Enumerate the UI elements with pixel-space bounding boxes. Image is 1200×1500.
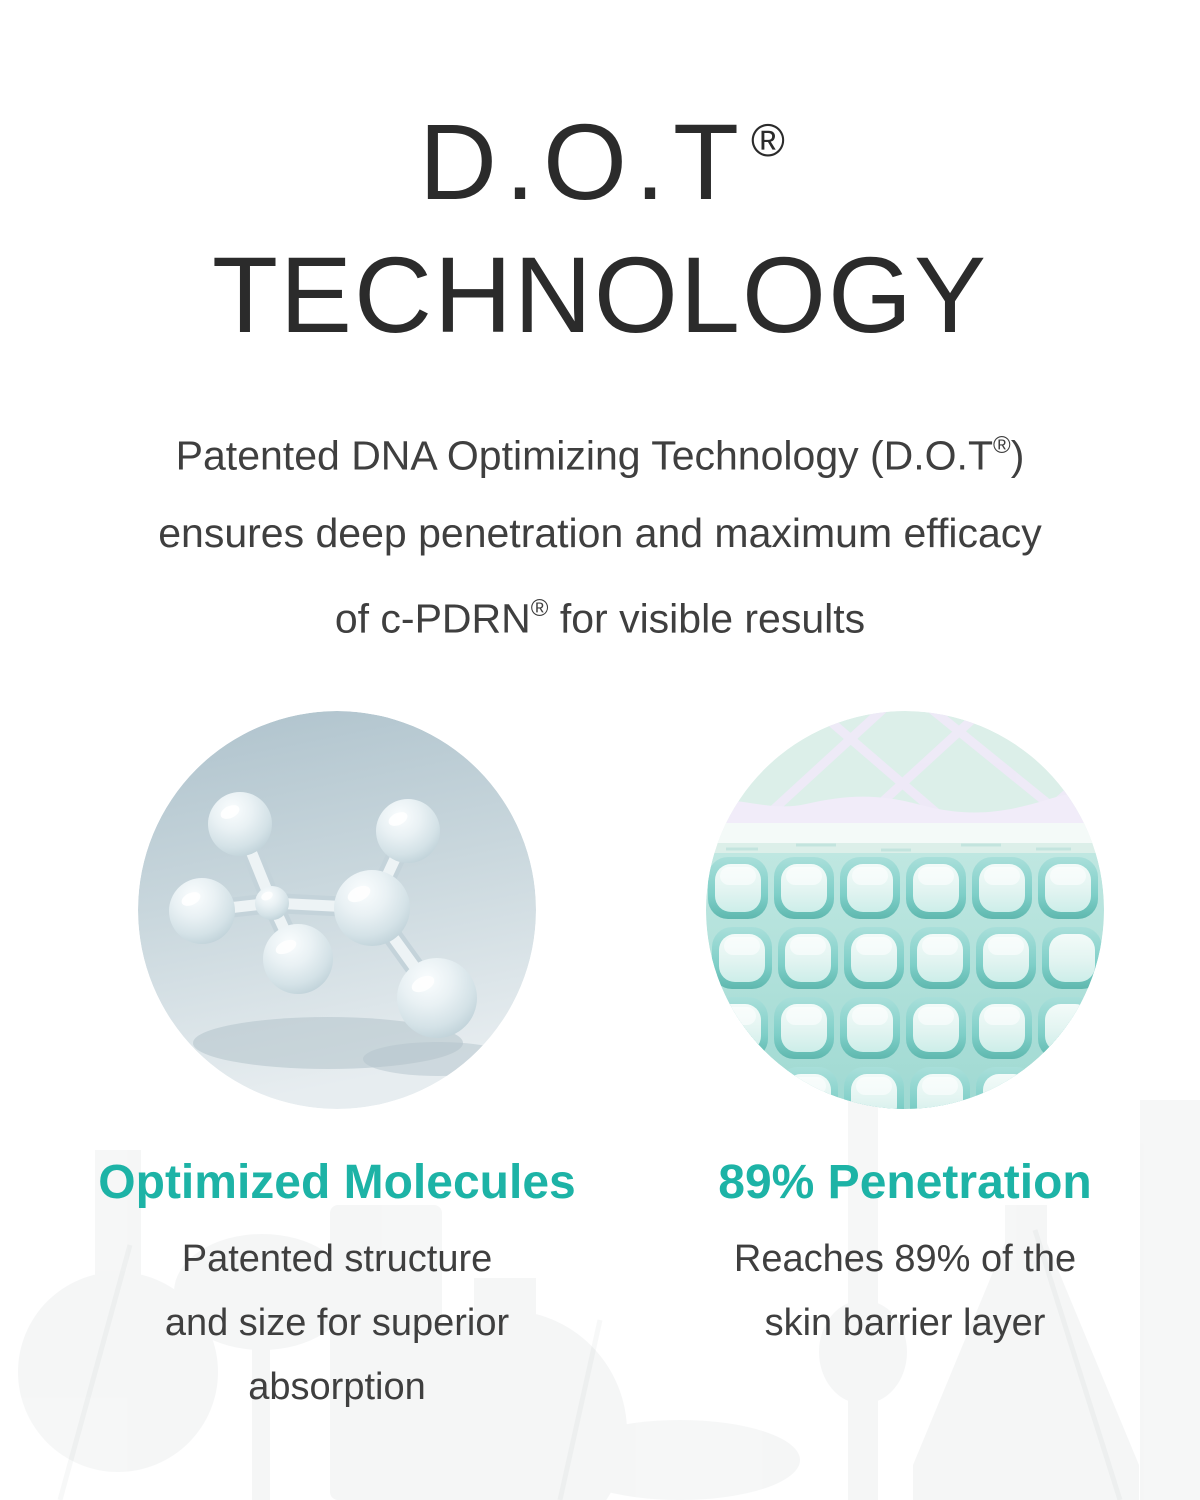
subtitle-line-2: ensures deep penetration and maximum eff… xyxy=(158,509,1042,556)
feature-body-optimized-molecules: Patented structure and size for superior… xyxy=(164,1238,510,1409)
feature-columns: Optimized Molecules Patented structure a… xyxy=(97,711,1200,1419)
feature-optimized-molecules: Optimized Molecules Patented structure a… xyxy=(97,711,577,1419)
subtitle-paragraph: Patented DNA Optimizing Technology (D.O.… xyxy=(0,409,1200,657)
title-line-2: TECHNOLOGY xyxy=(211,234,989,355)
registered-trademark-symbol: ® xyxy=(530,594,549,622)
feature-89-penetration: 89% Penetration Reaches 89% of the skin … xyxy=(665,711,1145,1419)
molecule-3d-image xyxy=(138,711,536,1110)
cell-capsule-grid-image xyxy=(706,711,1104,1110)
feature-body-89-penetration: Reaches 89% of the skin barrier layer xyxy=(733,1238,1077,1345)
registered-trademark-symbol: ® xyxy=(751,114,785,166)
feature-heading-optimized-molecules: Optimized Molecules xyxy=(98,1156,576,1210)
subtitle-line-1: Patented DNA Optimizing Technology (D.O.… xyxy=(175,432,1025,479)
page-title: D.O.T® TECHNOLOGY xyxy=(0,80,1200,361)
registered-trademark-symbol: ® xyxy=(993,432,1011,459)
title-line-1: D.O.T® xyxy=(0,80,1200,228)
feature-heading-89-penetration: 89% Penetration xyxy=(718,1156,1092,1210)
title-text: D.O.T xyxy=(419,101,748,222)
subtitle-line-3: of c-PDRN® for visible results xyxy=(334,594,866,642)
